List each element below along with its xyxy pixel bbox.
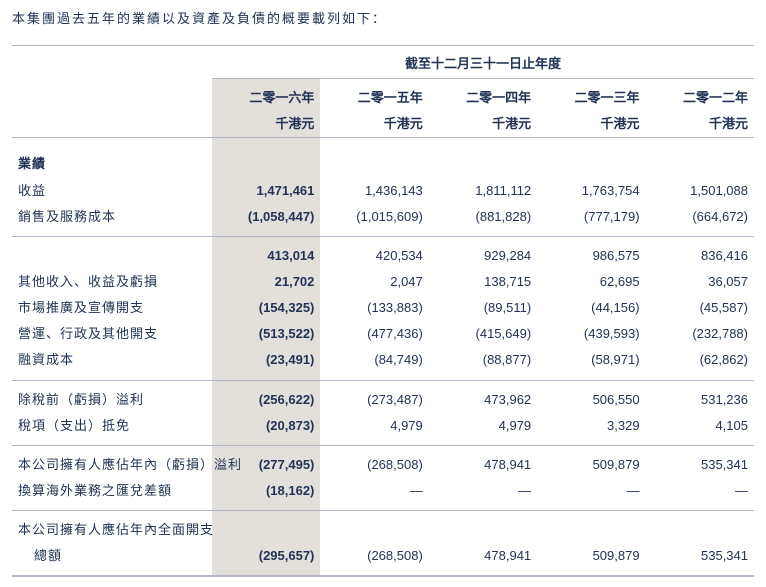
unit-label: 千港元 bbox=[429, 111, 537, 138]
data-cell: 509,879 bbox=[537, 452, 645, 478]
col-header: 二零一六年 bbox=[212, 85, 320, 111]
data-cell: (44,156) bbox=[537, 295, 645, 321]
data-cell: 836,416 bbox=[646, 243, 754, 269]
data-cell: 1,501,088 bbox=[646, 178, 754, 204]
data-cell: (23,491) bbox=[212, 347, 320, 373]
data-cell: (20,873) bbox=[212, 413, 320, 439]
data-cell: (58,971) bbox=[537, 347, 645, 373]
data-cell: (232,788) bbox=[646, 321, 754, 347]
unit-label: 千港元 bbox=[537, 111, 645, 138]
data-cell: 62,695 bbox=[537, 269, 645, 295]
row-label: 本公司擁有人應佔年內（虧損）溢利 bbox=[12, 452, 212, 478]
data-cell: 506,550 bbox=[537, 387, 645, 413]
data-cell: 478,941 bbox=[429, 452, 537, 478]
data-cell: (88,877) bbox=[429, 347, 537, 373]
data-cell bbox=[646, 517, 754, 543]
col-header: 二零一三年 bbox=[537, 85, 645, 111]
row-label: 換算海外業務之匯兌差額 bbox=[12, 478, 212, 504]
data-cell bbox=[320, 517, 428, 543]
data-cell: 509,879 bbox=[537, 543, 645, 569]
data-cell: (268,508) bbox=[320, 452, 428, 478]
data-cell: (881,828) bbox=[429, 204, 537, 230]
data-cell: (154,325) bbox=[212, 295, 320, 321]
col-header: 二零一五年 bbox=[320, 85, 428, 111]
data-cell: 1,763,754 bbox=[537, 178, 645, 204]
data-cell: 4,979 bbox=[429, 413, 537, 439]
data-cell: 21,702 bbox=[212, 269, 320, 295]
row-label: 營運、行政及其他開支 bbox=[12, 321, 212, 347]
data-cell: (664,672) bbox=[646, 204, 754, 230]
data-cell: 473,962 bbox=[429, 387, 537, 413]
data-cell: (777,179) bbox=[537, 204, 645, 230]
row-label: 銷售及服務成本 bbox=[12, 204, 212, 230]
data-cell: — bbox=[646, 478, 754, 504]
data-cell: 535,341 bbox=[646, 452, 754, 478]
row-label: 稅項（支出）抵免 bbox=[12, 413, 212, 439]
data-cell: (45,587) bbox=[646, 295, 754, 321]
data-cell: 3,329 bbox=[537, 413, 645, 439]
unit-label: 千港元 bbox=[212, 111, 320, 138]
data-cell: (1,015,609) bbox=[320, 204, 428, 230]
data-cell: (415,649) bbox=[429, 321, 537, 347]
data-cell: 420,534 bbox=[320, 243, 428, 269]
row-label: 融資成本 bbox=[12, 347, 212, 373]
section-heading: 業績 bbox=[12, 151, 212, 177]
col-header: 二零一四年 bbox=[429, 85, 537, 111]
data-cell: 1,811,112 bbox=[429, 178, 537, 204]
data-cell: 535,341 bbox=[646, 543, 754, 569]
data-cell: 986,575 bbox=[537, 243, 645, 269]
row-label: 除稅前（虧損）溢利 bbox=[12, 387, 212, 413]
data-cell: 413,014 bbox=[212, 243, 320, 269]
data-cell: (18,162) bbox=[212, 478, 320, 504]
col-header: 二零一二年 bbox=[646, 85, 754, 111]
data-cell bbox=[537, 517, 645, 543]
five-year-summary-table: 截至十二月三十一日止年度二零一六年二零一五年二零一四年二零一三年二零一二年千港元… bbox=[12, 45, 754, 577]
data-cell: 2,047 bbox=[320, 269, 428, 295]
unit-label: 千港元 bbox=[646, 111, 754, 138]
data-cell: 36,057 bbox=[646, 269, 754, 295]
data-cell: 4,105 bbox=[646, 413, 754, 439]
data-cell: (439,593) bbox=[537, 321, 645, 347]
data-cell: (1,058,447) bbox=[212, 204, 320, 230]
data-cell: (62,862) bbox=[646, 347, 754, 373]
data-cell: 929,284 bbox=[429, 243, 537, 269]
data-cell: — bbox=[429, 478, 537, 504]
data-cell: (268,508) bbox=[320, 543, 428, 569]
row-label bbox=[12, 243, 212, 269]
row-label: 總額 bbox=[12, 543, 212, 569]
data-cell bbox=[429, 517, 537, 543]
data-cell: — bbox=[320, 478, 428, 504]
row-label: 本公司擁有人應佔年內全面開支 bbox=[12, 517, 212, 543]
row-label: 市場推廣及宣傳開支 bbox=[12, 295, 212, 321]
data-cell: (273,487) bbox=[320, 387, 428, 413]
data-cell: (84,749) bbox=[320, 347, 428, 373]
data-cell: (133,883) bbox=[320, 295, 428, 321]
row-label: 其他收入、收益及虧損 bbox=[12, 269, 212, 295]
intro-text: 本集團過去五年的業績以及資產及負債的概要載列如下： bbox=[12, 8, 754, 27]
row-label: 收益 bbox=[12, 178, 212, 204]
data-cell: 1,471,461 bbox=[212, 178, 320, 204]
data-cell: 1,436,143 bbox=[320, 178, 428, 204]
data-cell: 478,941 bbox=[429, 543, 537, 569]
data-cell: 138,715 bbox=[429, 269, 537, 295]
data-cell bbox=[212, 517, 320, 543]
data-cell: (295,657) bbox=[212, 543, 320, 569]
data-cell: 531,236 bbox=[646, 387, 754, 413]
unit-label: 千港元 bbox=[320, 111, 428, 138]
data-cell: (477,436) bbox=[320, 321, 428, 347]
data-cell: (513,522) bbox=[212, 321, 320, 347]
data-cell: 4,979 bbox=[320, 413, 428, 439]
data-cell: (89,511) bbox=[429, 295, 537, 321]
data-cell: — bbox=[537, 478, 645, 504]
data-cell: (256,622) bbox=[212, 387, 320, 413]
